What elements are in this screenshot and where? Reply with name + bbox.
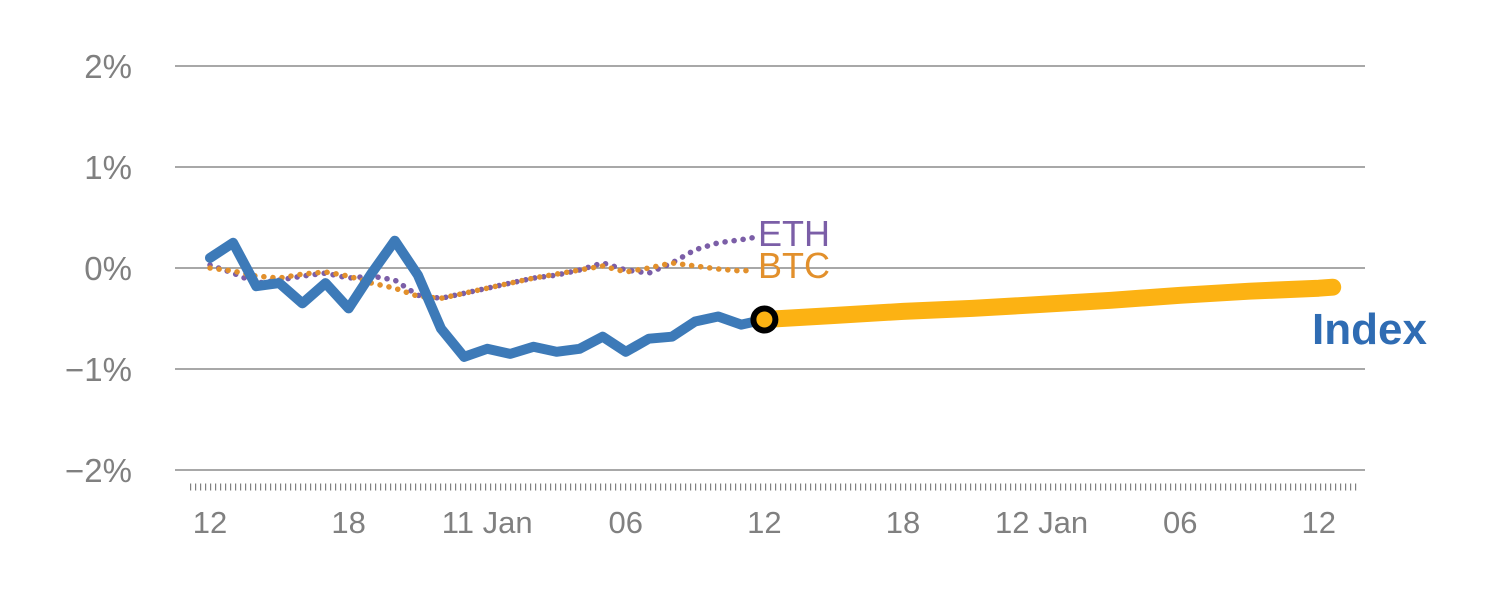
x-tick-label: 18 [886,505,920,540]
btc-series-label: BTC [758,245,830,286]
x-tick-label: 11 Jan [442,505,533,540]
series-line-index [205,235,770,362]
y-tick-label: −1% [65,351,132,388]
x-tick-label: 12 [1302,505,1336,540]
x-tick-label: 12 Jan [995,505,1088,540]
x-tick-label: 06 [1163,505,1197,540]
eth-series-label: ETH [758,213,830,254]
x-tick-label: 18 [331,505,365,540]
y-tick-label: −2% [65,452,132,489]
x-tick-label: 12 [747,505,781,540]
y-tick-label: 0% [84,250,132,287]
x-tick-label: 06 [609,505,643,540]
y-tick-label: 2% [84,48,132,85]
series-line-forecast [755,278,1342,328]
current-value-marker [750,305,779,334]
y-tick-label: 1% [84,149,132,186]
index-series-label: Index [1312,305,1427,354]
series-line-btc [207,260,756,302]
x-tick-label: 12 [193,505,227,540]
